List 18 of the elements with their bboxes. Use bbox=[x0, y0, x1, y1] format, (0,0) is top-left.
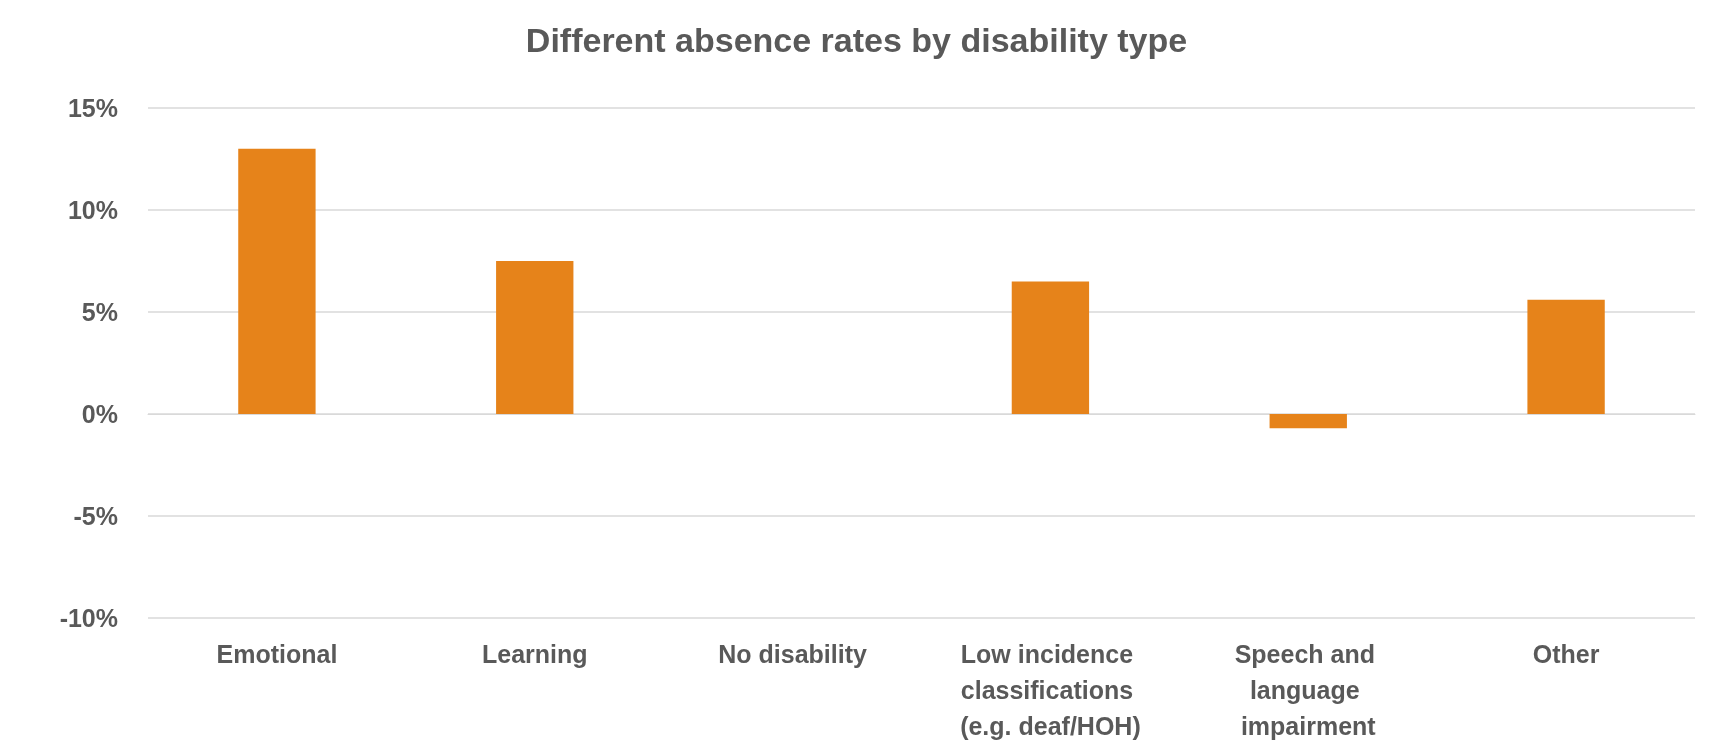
x-tick-label: Low incidence classifications (e.g. deaf/HOH) bbox=[960, 640, 1141, 740]
x-tick-label: Learning bbox=[481, 640, 588, 668]
y-tick-label: 5% bbox=[81, 298, 118, 326]
y-tick-label: -5% bbox=[73, 502, 118, 530]
x-tick-label: Speech and language impairment bbox=[1234, 640, 1382, 740]
x-tick-label: Other bbox=[1532, 640, 1600, 668]
y-tick-label: 0% bbox=[81, 400, 118, 428]
bar bbox=[238, 148, 316, 414]
bar bbox=[1527, 299, 1605, 414]
y-tick-label: 10% bbox=[67, 196, 118, 224]
bar bbox=[496, 261, 574, 414]
y-tick-label: -10% bbox=[59, 604, 118, 632]
y-tick-label: 15% bbox=[67, 94, 118, 122]
bar bbox=[1269, 414, 1347, 429]
chart-title: Different absence rates by disability type bbox=[525, 21, 1188, 59]
bar bbox=[1011, 281, 1090, 414]
x-tick-label: No disability bbox=[718, 640, 867, 668]
x-tick-label: Emotional bbox=[216, 640, 338, 668]
